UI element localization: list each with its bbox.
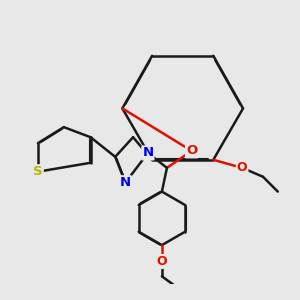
Text: O: O [237, 161, 248, 174]
Text: N: N [142, 146, 154, 160]
Text: O: O [157, 255, 167, 268]
Text: S: S [33, 165, 43, 178]
Text: N: N [120, 176, 131, 189]
Text: O: O [186, 144, 197, 158]
